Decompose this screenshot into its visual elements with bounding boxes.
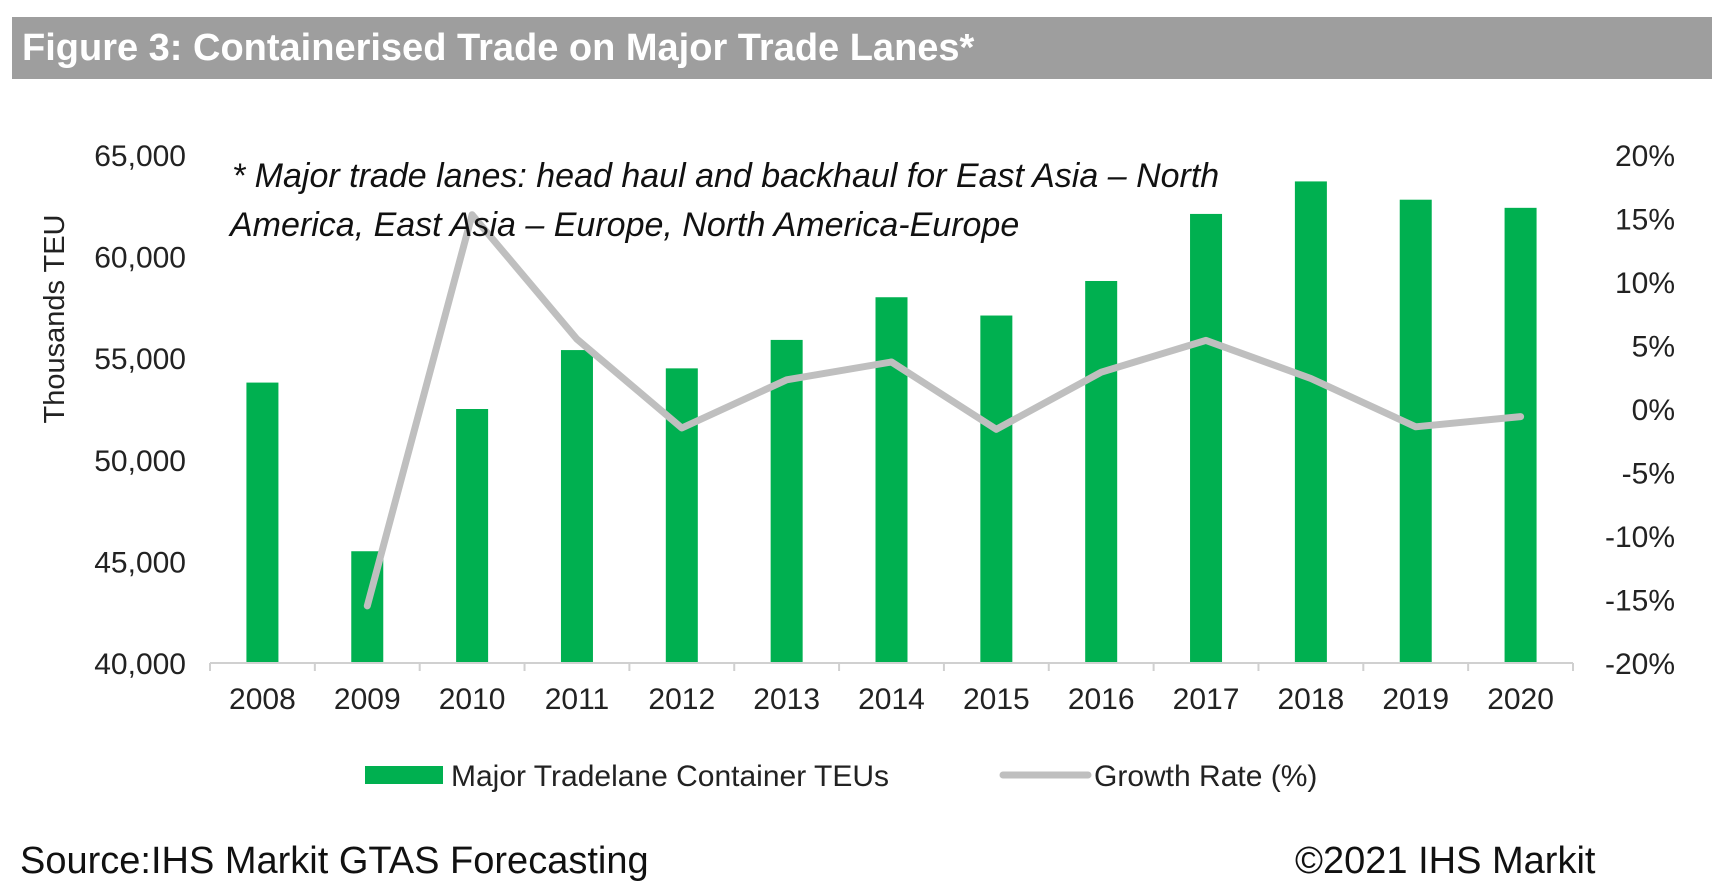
legend-swatch-bars [365, 766, 443, 784]
x-tick-label: 2019 [1382, 683, 1449, 716]
y2-tick-label: 15% [1615, 204, 1675, 237]
y2-tick-label: -10% [1605, 521, 1675, 554]
bar [875, 297, 908, 663]
note-line-2: America, East Asia – Europe, North Ameri… [228, 206, 1019, 244]
bar [246, 382, 279, 663]
legend-label-bars: Major Tradelane Container TEUs [451, 760, 889, 793]
y2-tick-label: -5% [1622, 458, 1675, 491]
bar [1399, 199, 1432, 664]
y-tick-label: 55,000 [94, 343, 186, 376]
y-axis-title: Thousands TEU [39, 214, 71, 423]
y2-tick-label: 20% [1615, 140, 1675, 173]
y-tick-label: 65,000 [94, 140, 186, 173]
y2-tick-label: 0% [1632, 394, 1675, 427]
growth-rate-line [363, 211, 1525, 610]
x-tick-label: 2010 [439, 683, 506, 716]
legend-label-line: Growth Rate (%) [1094, 760, 1317, 793]
bar [770, 339, 803, 663]
bar [456, 409, 489, 663]
y2-tick-label: 5% [1632, 331, 1675, 364]
note-line-1: * Major trade lanes: head haul and backh… [232, 157, 1219, 195]
y2-tick-label: 10% [1615, 267, 1675, 300]
source-text: Source:IHS Markit GTAS Forecasting [20, 840, 649, 882]
bar [1504, 207, 1537, 663]
x-tick-label: 2017 [1173, 683, 1240, 716]
bar [980, 315, 1013, 663]
bar [1294, 181, 1327, 663]
x-tick-label: 2008 [229, 683, 296, 716]
figure-title-bar: Figure 3: Containerised Trade on Major T… [12, 17, 1712, 79]
bar [560, 350, 593, 663]
y2-tick-label: -15% [1605, 585, 1675, 618]
x-tick-label: 2020 [1487, 683, 1554, 716]
x-tick-label: 2013 [753, 683, 820, 716]
bar [1190, 213, 1223, 664]
bar [665, 368, 698, 663]
x-tick-label: 2014 [858, 683, 925, 716]
y-tick-label: 60,000 [94, 242, 186, 275]
y-tick-label: 50,000 [94, 445, 186, 478]
bar [1085, 280, 1118, 663]
x-tick-label: 2015 [963, 683, 1030, 716]
y-tick-label: 45,000 [94, 546, 186, 579]
x-tick-label: 2011 [545, 683, 610, 716]
figure-title: Figure 3: Containerised Trade on Major T… [22, 27, 975, 69]
x-tick-label: 2009 [334, 683, 401, 716]
y-tick-label: 40,000 [94, 648, 186, 681]
y2-tick-label: -20% [1605, 648, 1675, 681]
x-tick-label: 2016 [1068, 683, 1135, 716]
x-tick-label: 2018 [1278, 683, 1345, 716]
copyright-text: ©2021 IHS Markit [1295, 840, 1596, 882]
x-tick-label: 2012 [648, 683, 715, 716]
